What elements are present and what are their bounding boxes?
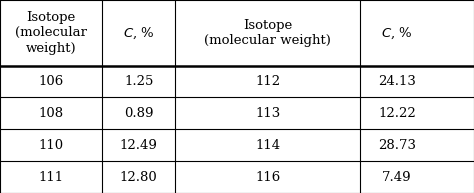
Text: 111: 111 (38, 171, 64, 184)
Text: 114: 114 (255, 139, 281, 152)
Text: Isotope
(molecular weight): Isotope (molecular weight) (204, 19, 331, 47)
Text: 0.89: 0.89 (124, 107, 154, 120)
Text: 116: 116 (255, 171, 281, 184)
Text: 108: 108 (38, 107, 64, 120)
Text: 12.80: 12.80 (120, 171, 157, 184)
Text: 24.13: 24.13 (378, 75, 416, 88)
Text: 1.25: 1.25 (124, 75, 153, 88)
Text: 110: 110 (38, 139, 64, 152)
Text: 12.22: 12.22 (378, 107, 416, 120)
Text: Isotope
(molecular
weight): Isotope (molecular weight) (15, 11, 87, 55)
Text: 106: 106 (38, 75, 64, 88)
Text: 7.49: 7.49 (382, 171, 412, 184)
Text: 113: 113 (255, 107, 281, 120)
Text: $\mathit{C}$, %: $\mathit{C}$, % (123, 25, 155, 41)
Text: 112: 112 (255, 75, 281, 88)
Text: 12.49: 12.49 (120, 139, 157, 152)
Text: 28.73: 28.73 (378, 139, 416, 152)
Text: $\mathit{C}$, %: $\mathit{C}$, % (381, 25, 413, 41)
